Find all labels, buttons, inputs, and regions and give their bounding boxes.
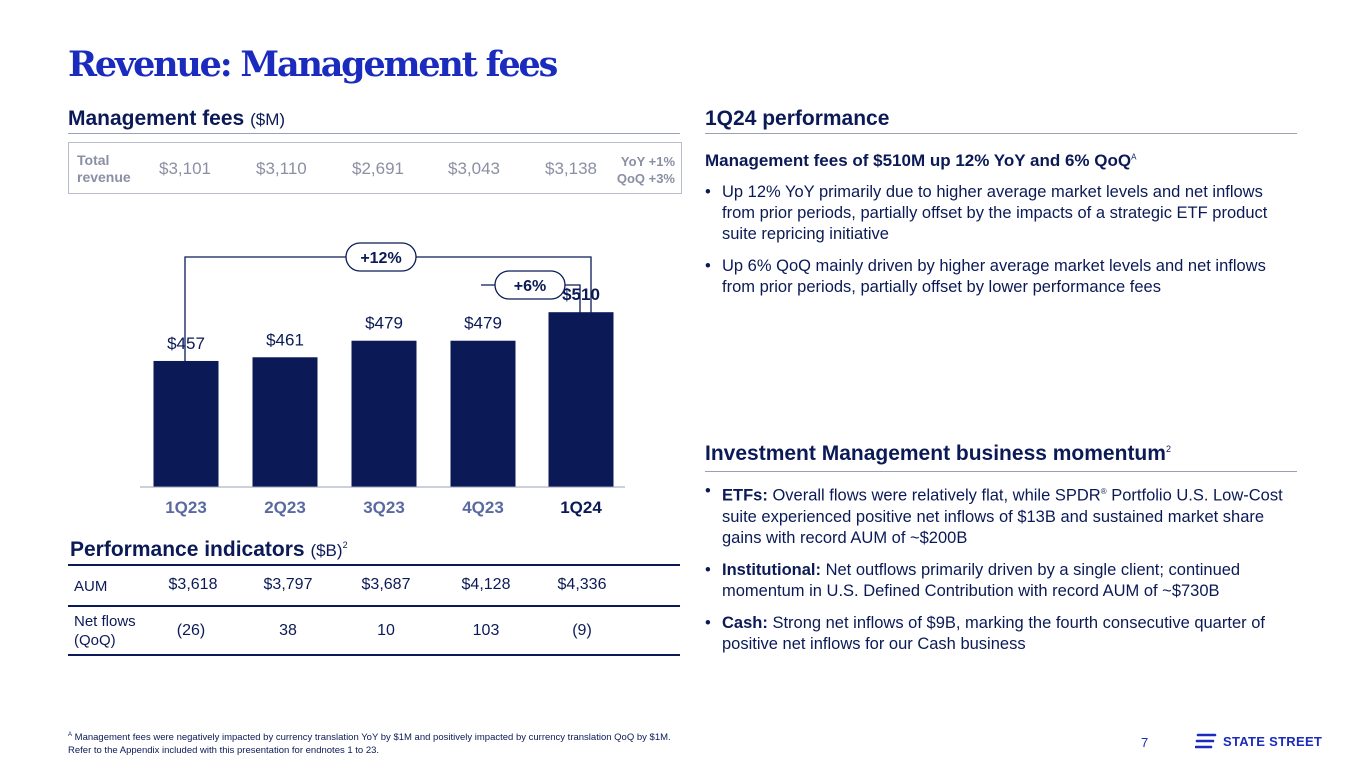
q-performance-subhead-text: Management fees of $510M up 12% YoY and … xyxy=(705,151,1132,170)
q-performance-bullet-qoq: Up 6% QoQ mainly driven by higher averag… xyxy=(705,256,1297,298)
footnote-line1-text: Management fees were negatively impacted… xyxy=(74,732,671,744)
page-title: Revenue: Management fees xyxy=(68,44,558,85)
aum-1q23: $3,618 xyxy=(168,576,218,593)
aum-1q24: $4,336 xyxy=(557,576,607,593)
aum-4q23: $4,128 xyxy=(461,576,511,593)
yoy-pill xyxy=(345,242,417,272)
q-performance-subhead: Management fees of $510M up 12% YoY and … xyxy=(705,151,1297,171)
institutional-text: Net outflows primarily driven by a singl… xyxy=(722,560,1241,600)
total-revenue-3q23: $2,691 xyxy=(352,159,404,178)
bar-value-label-4q23: $479 xyxy=(464,314,502,333)
net-flows-3q23: 10 xyxy=(377,622,395,639)
total-revenue-1q24: $3,138 xyxy=(545,159,597,178)
etf-registered-mark: ® xyxy=(1100,487,1107,496)
total-revenue-label-line1: Total xyxy=(77,152,110,168)
net-flows-row: Net flows (QoQ) (26) 38 10 103 (9) xyxy=(68,607,680,656)
q-performance-bullets: Up 12% YoY primarily due to higher avera… xyxy=(705,182,1297,298)
bar-2q23 xyxy=(252,357,318,487)
management-fees-heading: Management fees ($M) xyxy=(68,107,285,131)
bar-value-label-1q24: $510 xyxy=(562,285,600,304)
yoy-arrowhead xyxy=(586,313,596,323)
state-street-logo: STATE STREET xyxy=(1195,733,1322,749)
footnote-line2: Refer to the Appendix included with this… xyxy=(68,745,380,757)
total-revenue-yoy: YoY +1% xyxy=(620,154,675,169)
q-performance-bullet-yoy: Up 12% YoY primarily due to higher avera… xyxy=(705,182,1297,245)
performance-heading-text: Performance indicators xyxy=(70,538,305,561)
aum-2q23: $3,797 xyxy=(263,576,313,593)
net-flows-1q23: (26) xyxy=(176,622,206,639)
qoq-arrowhead xyxy=(575,313,585,323)
total-revenue-1q23: $3,101 xyxy=(159,159,211,178)
cash-label: Cash: xyxy=(722,613,768,632)
im-rule xyxy=(705,471,1297,472)
bar-value-label-2q23: $461 xyxy=(266,330,304,349)
net-flows-label: Net flows (QoQ) xyxy=(74,612,136,650)
bar-value-label-1q23: $457 xyxy=(167,334,205,353)
etf-text-b: Portfolio U.S. Low-Cost suite experience… xyxy=(722,486,1283,547)
management-fees-rule xyxy=(68,133,680,134)
performance-top-rule xyxy=(68,564,680,566)
page-number: 7 xyxy=(1141,735,1149,750)
total-revenue-change: YoY +1% QoQ +3% xyxy=(617,153,675,187)
im-bullets: ETFs: Overall flows were relatively flat… xyxy=(705,481,1297,655)
net-flows-label-line1: Net flows xyxy=(74,613,136,630)
category-label-1q24: 1Q24 xyxy=(560,498,602,517)
management-fees-chart: $457 1Q23 $461 2Q23 $479 3Q23 $479 4Q23 $510 1Q24… xyxy=(140,242,625,517)
q-performance-heading: 1Q24 performance xyxy=(705,107,890,130)
net-flows-2q23: 38 xyxy=(279,622,297,639)
total-revenue-box: Total revenue $3,101 $3,110 $2,691 $3,04… xyxy=(68,142,682,194)
management-fees-unit: ($M) xyxy=(250,110,286,129)
im-heading-text: Investment Management business momentum xyxy=(705,442,1166,465)
performance-table: AUM $3,618 $3,797 $3,687 $4,128 $4,336 N… xyxy=(68,565,680,656)
bar-3q23 xyxy=(351,340,417,487)
qoq-annotation: +6% xyxy=(514,278,546,295)
footnote-line1: A Management fees were negatively impact… xyxy=(68,729,671,744)
state-street-logo-text: STATE STREET xyxy=(1223,733,1323,749)
footnote: A Management fees were negatively impact… xyxy=(68,729,671,757)
total-revenue-2q23: $3,110 xyxy=(256,159,307,178)
net-flows-4q23: 103 xyxy=(472,622,500,639)
performance-sup: 2 xyxy=(342,540,348,550)
aum-3q23: $3,687 xyxy=(361,576,411,593)
total-revenue-4q23: $3,043 xyxy=(448,159,500,178)
etf-text-a: Overall flows were relatively flat, whil… xyxy=(772,486,1101,505)
performance-heading: Performance indicators ($B)2 xyxy=(70,538,348,562)
performance-unit: ($B) xyxy=(310,541,343,560)
net-flows-label-line2: (QoQ) xyxy=(74,632,116,649)
institutional-label: Institutional: xyxy=(722,560,821,579)
im-bullet-etfs: ETFs: Overall flows were relatively flat… xyxy=(705,481,1297,549)
im-bullet-cash: Cash: Strong net inflows of $9B, marking… xyxy=(705,613,1297,655)
net-flows-1q24: (9) xyxy=(572,622,592,639)
bar-1q24 xyxy=(548,312,614,487)
state-street-logo-icon xyxy=(1195,733,1217,749)
im-heading-sup: 2 xyxy=(1165,444,1171,454)
management-fees-heading-text: Management fees xyxy=(68,107,245,130)
aum-label: AUM xyxy=(74,578,108,595)
category-label-3q23: 3Q23 xyxy=(363,498,405,517)
total-revenue-qoq: QoQ +3% xyxy=(616,171,675,186)
category-label-1q23: 1Q23 xyxy=(165,498,207,517)
total-revenue-label-line2: revenue xyxy=(77,169,131,185)
footnote-sup: A xyxy=(68,732,73,738)
bar-value-label-3q23: $479 xyxy=(365,314,403,333)
q-performance-section: Management fees of $510M up 12% YoY and … xyxy=(705,151,1297,309)
q-performance-subhead-sup: A xyxy=(1131,152,1137,162)
aum-row: AUM $3,618 $3,797 $3,687 $4,128 $4,336 xyxy=(68,565,680,607)
q-performance-rule xyxy=(705,133,1297,134)
category-label-2q23: 2Q23 xyxy=(264,498,306,517)
total-revenue-label: Total revenue xyxy=(77,152,131,186)
yoy-annotation: +12% xyxy=(360,250,401,267)
cash-text: Strong net inflows of $9B, marking the f… xyxy=(722,613,1265,653)
qoq-pill xyxy=(494,270,566,300)
etf-label: ETFs: xyxy=(722,486,768,505)
im-section: ETFs: Overall flows were relatively flat… xyxy=(705,481,1297,666)
im-bullet-institutional: Institutional: Net outflows primarily dr… xyxy=(705,560,1297,602)
im-heading: Investment Management business momentum2 xyxy=(705,442,1171,466)
category-label-4q23: 4Q23 xyxy=(462,498,504,517)
bar-4q23 xyxy=(450,340,516,487)
bar-1q23 xyxy=(153,360,219,487)
